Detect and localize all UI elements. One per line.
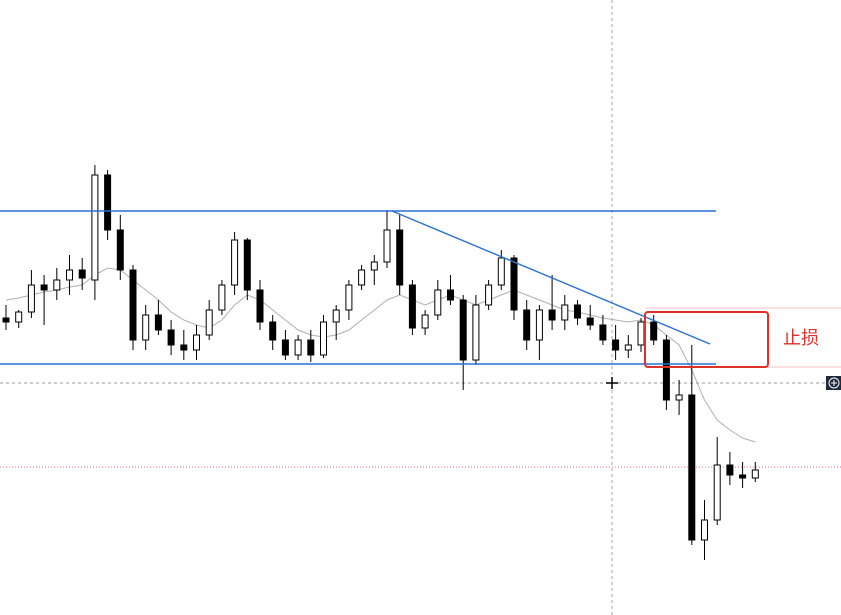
candle-body bbox=[53, 279, 61, 291]
candle-body bbox=[713, 464, 721, 521]
crosshair-cursor bbox=[606, 377, 618, 389]
candle-body bbox=[269, 321, 277, 341]
candle-body bbox=[421, 314, 429, 329]
candle-body bbox=[2, 317, 10, 323]
candle-body bbox=[78, 269, 86, 279]
candle-body bbox=[447, 289, 454, 301]
candle-body bbox=[612, 339, 620, 351]
candle-body bbox=[193, 334, 200, 351]
candle-body bbox=[104, 174, 112, 231]
candle-body bbox=[205, 309, 213, 336]
stop-loss-label: 止损 bbox=[783, 328, 819, 349]
stop-loss-box bbox=[644, 311, 769, 368]
candle-body bbox=[320, 321, 327, 356]
candle-body bbox=[332, 309, 340, 323]
candle-body bbox=[307, 339, 315, 356]
candle-body bbox=[345, 284, 353, 311]
candle-body bbox=[726, 464, 734, 476]
candle-body bbox=[701, 519, 708, 541]
candle-body bbox=[751, 469, 759, 479]
candle-body bbox=[129, 269, 137, 341]
candle-body bbox=[154, 314, 162, 331]
candle-body bbox=[383, 229, 391, 263]
candle-body bbox=[497, 257, 505, 286]
candle-body bbox=[637, 321, 645, 346]
candle-body bbox=[650, 321, 658, 341]
candle-body bbox=[91, 174, 99, 281]
candle-body bbox=[574, 304, 581, 319]
candle-body bbox=[256, 289, 264, 323]
candle-body bbox=[485, 284, 493, 306]
candle-body bbox=[523, 309, 531, 341]
candle-body bbox=[218, 284, 226, 311]
candle-body bbox=[294, 339, 302, 356]
candle-body bbox=[66, 269, 73, 281]
candle-body bbox=[40, 284, 48, 291]
trend-line bbox=[391, 210, 711, 345]
candle-body bbox=[116, 229, 124, 271]
candle-body bbox=[180, 344, 188, 351]
candle-body bbox=[370, 261, 378, 271]
candle-body bbox=[459, 299, 467, 361]
candle-body bbox=[231, 239, 239, 286]
candle-body bbox=[561, 304, 569, 321]
candle-body bbox=[688, 394, 696, 541]
candle-body bbox=[472, 304, 480, 361]
candle-body bbox=[586, 317, 594, 326]
candle-body bbox=[27, 284, 35, 313]
candle-body bbox=[662, 339, 670, 401]
candle-body bbox=[510, 257, 518, 311]
candle-body bbox=[281, 339, 289, 356]
candle-body bbox=[675, 394, 683, 401]
candle-body bbox=[434, 289, 442, 316]
candle-body bbox=[739, 474, 747, 479]
candle-body bbox=[396, 229, 404, 286]
candle-body bbox=[408, 284, 416, 329]
candle-body bbox=[599, 324, 607, 341]
candle-body bbox=[548, 309, 556, 321]
candles bbox=[2, 165, 759, 560]
candle-body bbox=[358, 269, 366, 286]
candle-body bbox=[142, 314, 150, 341]
add-button[interactable] bbox=[826, 376, 841, 390]
candle-body bbox=[243, 239, 251, 291]
candle-body bbox=[624, 344, 632, 351]
candle-body bbox=[15, 311, 23, 323]
candle-body bbox=[167, 329, 175, 346]
candle-body bbox=[535, 309, 543, 341]
